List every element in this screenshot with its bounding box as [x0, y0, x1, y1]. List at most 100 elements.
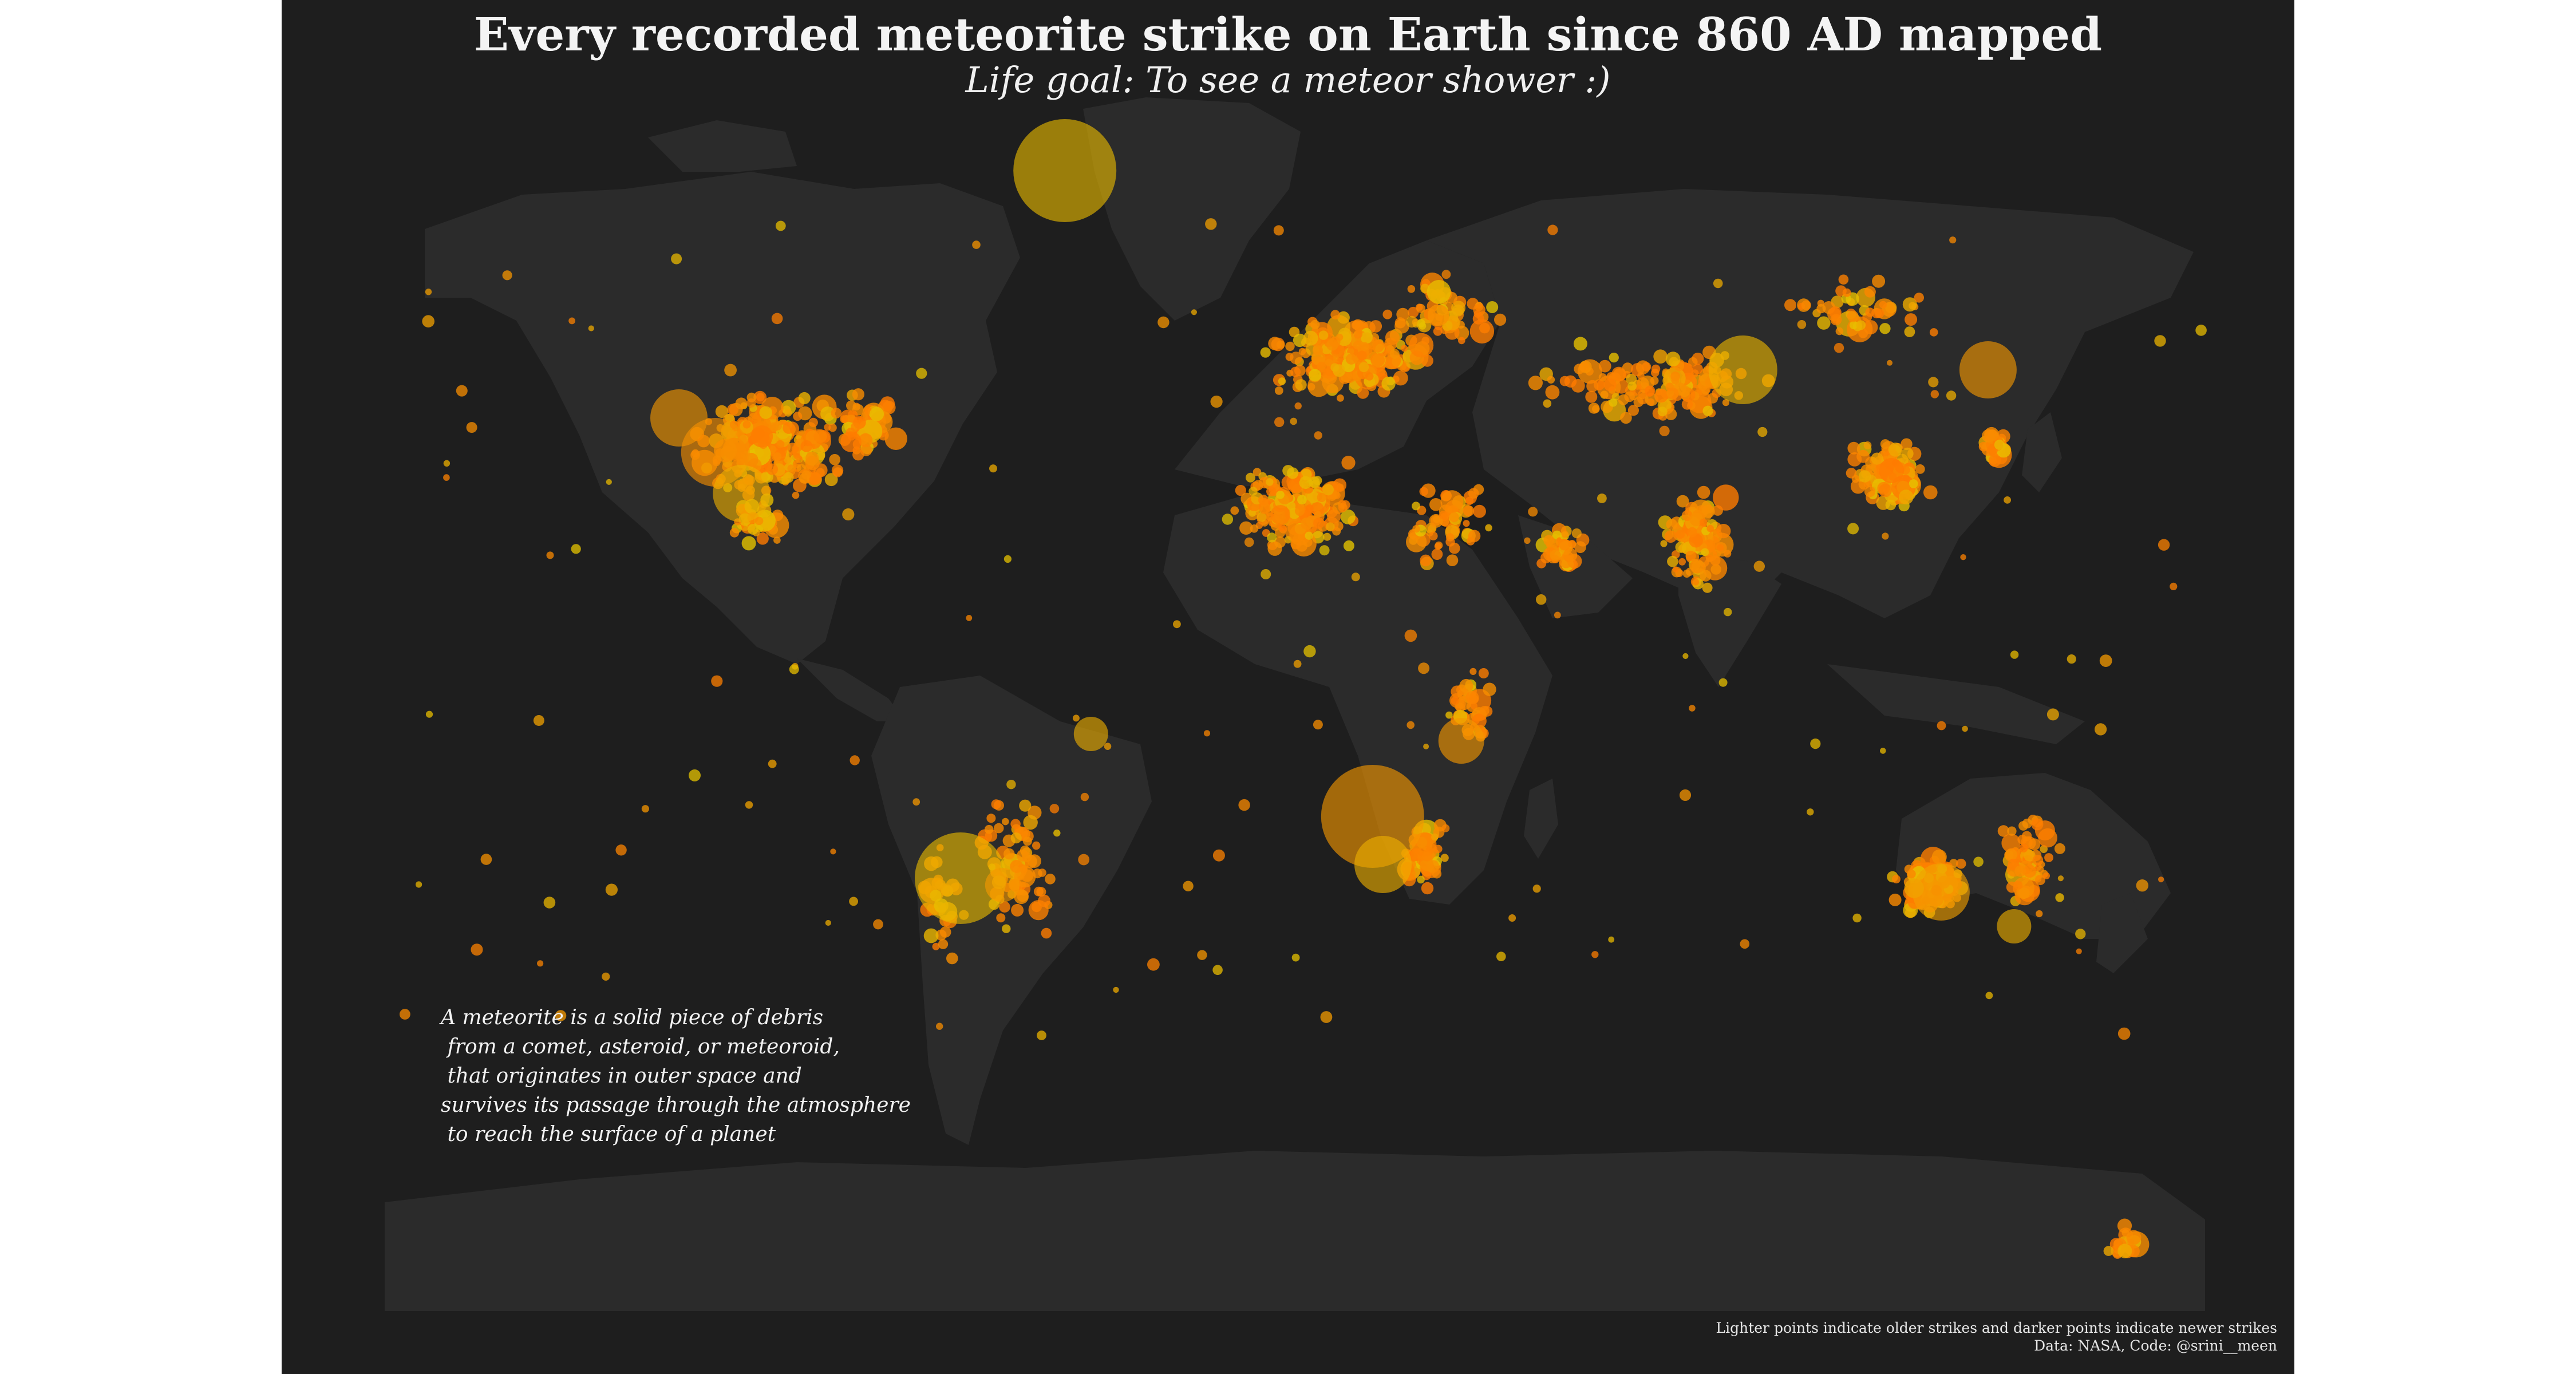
meteorite-point	[2010, 650, 2019, 659]
meteorite-point	[1222, 514, 1234, 525]
meteorite-point	[1396, 307, 1409, 321]
meteorite-point	[1006, 780, 1016, 789]
meteorite-point	[1307, 491, 1319, 504]
meteorite-point	[1338, 503, 1348, 512]
meteorite-point	[1647, 398, 1655, 406]
meteorite-point	[1701, 386, 1710, 395]
meteorite-point	[1659, 425, 1670, 436]
meteorite-point	[1645, 385, 1656, 396]
meteorite-point	[1394, 318, 1409, 334]
meteorite-point	[1333, 521, 1344, 531]
meteorite-point	[1327, 510, 1341, 524]
meteorite-point	[2004, 496, 2012, 504]
meteorite-point	[2099, 654, 2112, 667]
meteorite-point	[1274, 536, 1286, 548]
meteorite-point	[1550, 550, 1561, 561]
meteorite-point	[1441, 824, 1450, 832]
meteorite-point	[1305, 504, 1314, 512]
meteorite-point	[1485, 524, 1492, 532]
meteorite-point	[2014, 865, 2026, 877]
meteorite-point	[2044, 853, 2053, 862]
meteorite-point	[1627, 381, 1637, 391]
meteorite-point	[1856, 449, 1870, 463]
meteorite-point	[1592, 405, 1600, 413]
meteorite-point	[1697, 485, 1710, 499]
meteorite-point	[1960, 554, 1966, 560]
meteorite-point	[1421, 354, 1433, 367]
meteorite-point	[1197, 950, 1207, 960]
meteorite-point	[1053, 829, 1061, 837]
meteorite-point	[1637, 372, 1645, 380]
meteorite-point	[1469, 668, 1477, 675]
meteorite-point	[1343, 540, 1354, 551]
meteorite-point	[1834, 343, 1844, 353]
annotation-line: that originates in outer space and	[441, 1064, 802, 1088]
meteorite-point	[2136, 879, 2148, 892]
meteorite-point	[783, 472, 794, 483]
meteorite-point	[1049, 804, 1060, 814]
meteorite-point	[1585, 390, 1598, 403]
meteorite-point	[831, 408, 842, 418]
meteorite-point	[742, 420, 751, 429]
meteorite-point	[1412, 502, 1421, 511]
meteorite-point	[1429, 498, 1443, 511]
meteorite-point	[1080, 792, 1089, 802]
meteorite-point	[759, 406, 772, 419]
meteorite-point	[741, 536, 756, 551]
meteorite-point	[1929, 328, 1938, 337]
meteorite-point	[1757, 427, 1768, 437]
meteorite-point	[1496, 951, 1506, 961]
meteorite-point	[830, 848, 836, 855]
meteorite-point	[783, 421, 795, 434]
meteorite-point	[555, 1010, 567, 1021]
meteorite-point	[939, 926, 951, 938]
meteorite-point	[1816, 304, 1826, 314]
meteorite-point	[1546, 538, 1558, 550]
meteorite-point	[842, 508, 855, 521]
meteorite-point	[1864, 486, 1876, 498]
meteorite-point	[756, 532, 769, 545]
meteorite-point	[1173, 620, 1181, 629]
meteorite-point	[2055, 893, 2064, 902]
meteorite-point	[792, 445, 800, 453]
meteorite-point	[840, 415, 848, 424]
meteorite-point	[1842, 288, 1851, 297]
meteorite-point	[1289, 524, 1311, 546]
meteorite-point	[2127, 1238, 2135, 1246]
meteorite-point	[1239, 521, 1253, 535]
meteorite-point	[2154, 335, 2166, 347]
meteorite-point	[1591, 951, 1599, 958]
meteorite-point	[1626, 373, 1637, 385]
meteorite-point	[1603, 378, 1617, 392]
meteorite-point	[1312, 345, 1323, 356]
meteorite-point	[1708, 335, 1777, 404]
meteorite-point	[1285, 341, 1295, 352]
meteorite-point	[745, 801, 753, 809]
meteorite-point	[588, 325, 594, 331]
meteorite-point	[1295, 379, 1307, 391]
meteorite-point	[1597, 493, 1607, 503]
meteorite-point	[1973, 856, 1984, 867]
meteorite-point	[1713, 484, 1739, 511]
meteorite-point	[1419, 322, 1427, 330]
meteorite-point	[1314, 431, 1322, 440]
meteorite-point	[752, 414, 760, 423]
meteorite-point	[2117, 1027, 2131, 1040]
meteorite-point	[813, 430, 827, 443]
caption: Lighter points indicate older strikes an…	[1716, 1319, 2278, 1355]
meteorite-point	[1023, 815, 1038, 830]
meteorite-point	[784, 409, 792, 417]
meteorite-point	[1797, 320, 1807, 329]
meteorite-point	[1406, 531, 1427, 552]
meteorite-point	[1333, 364, 1346, 377]
meteorite-point	[1997, 825, 2010, 837]
meteorite-point	[1407, 285, 1416, 293]
meteorite-point	[1287, 467, 1299, 479]
meteorite-point	[1416, 303, 1423, 311]
meteorite-point	[1013, 119, 1117, 222]
meteorite-point	[1420, 554, 1432, 567]
land-north-america	[425, 172, 1020, 664]
meteorite-point	[1445, 711, 1453, 719]
meteorite-point	[1389, 349, 1400, 359]
meteorite-point	[1385, 330, 1400, 345]
